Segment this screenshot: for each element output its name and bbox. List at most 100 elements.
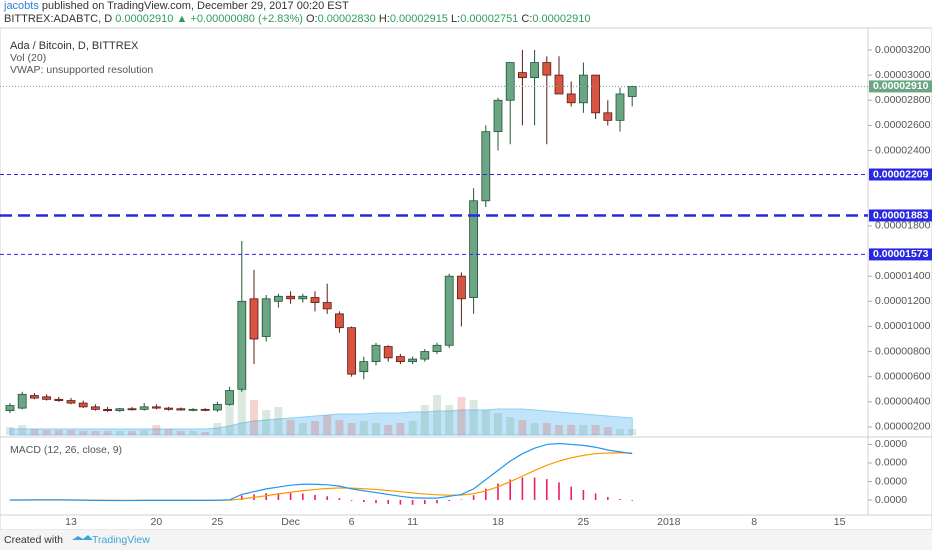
ohlc-value: 0.00002910 [532,13,591,25]
macd-histogram-bar [326,496,328,500]
macd-tick-label: 0.0000 [875,475,907,487]
volume-ma-area [9,408,633,436]
candle-body [322,302,332,310]
volume-bar [323,415,332,435]
volume-bar [469,400,478,435]
x-tick-label: 6 [349,516,355,528]
candle-body [115,408,125,412]
volume-bar [359,421,368,435]
price-label: 0.00002209 [873,168,929,180]
volume-bar [457,397,466,435]
published: published on TradingView.com, December 2… [41,0,349,12]
y-tick-label: 0.00000200 [875,421,931,433]
macd-histogram-bar [570,486,572,500]
candle-body [334,313,344,329]
macd-histogram-bar [607,497,609,500]
last-price-box [869,80,932,93]
volume-bar [286,420,295,435]
volume-bar [555,425,563,435]
candle-body [139,406,149,410]
volume-bar [433,395,441,435]
x-tick-label: 20 [151,516,163,528]
volume-bar [225,395,234,435]
price-label: 0.00001573 [873,248,929,260]
candle-body [420,351,430,360]
x-tick-label: 13 [65,516,77,528]
y-tick-label: 0.00002600 [875,119,931,131]
macd-signal-line [10,452,633,501]
candle-body [627,86,637,97]
candle-body [164,407,174,410]
candle-body [176,408,186,411]
volume-bar [140,430,149,435]
macd-histogram-bar [497,483,499,500]
last-price-label: 0.00002910 [873,80,929,92]
volume-bar [176,431,185,435]
candle-body [29,395,39,399]
symbol: BITTREX:ADABTC, D [4,13,113,25]
candle-body [66,400,76,404]
candle-body [530,62,539,79]
y-tick-label: 0.00002400 [875,144,931,156]
candle-body [493,99,503,133]
volume-bar [298,423,307,435]
x-tick-label: 25 [212,516,224,528]
y-tick-label: 0.00001800 [875,220,931,232]
candle-body [237,300,247,390]
legend-volume: Vol (20) [10,52,46,64]
candle-body [505,62,515,101]
candle-body [347,327,357,375]
volume-bar [494,413,502,435]
candle-body [456,275,466,300]
footer-text: Created with [4,534,63,546]
macd-histogram-bar [277,493,280,500]
ohlc-value: 0.00002915 [389,13,448,25]
macd-tick-label: 0.0000 [875,438,907,450]
ohlc-label: C: [521,13,533,25]
candle-body [518,72,527,79]
header: jacobts published on TradingView.com, De… [4,0,591,26]
volume-bar [103,431,112,435]
candle-body [395,356,405,363]
candle-body [249,298,259,340]
y-tick-label: 0.00001200 [875,295,931,307]
macd-macd-line [10,442,633,502]
macd-histogram-bar [460,499,463,500]
volume-bar [262,410,271,435]
legend-macd: MACD (12, 26, close, 9) [10,444,122,456]
candle-body [225,390,235,405]
volume-bar [189,431,197,435]
volume-bar [628,429,637,435]
candle-body [603,112,613,121]
candle-body [200,408,210,411]
candle-body [273,295,283,302]
candle-body [591,74,600,114]
candle-body [542,62,552,76]
volume-bar [91,431,100,435]
x-tick-label: Dec [281,516,300,528]
quote-line: BITTREX:ADABTC, D 0.00002910 ▲ +0.000000… [4,13,591,26]
macd-histogram-bar [546,479,548,500]
macd-histogram-bar [350,500,353,501]
candle-body [310,297,320,303]
candle-body [103,408,112,412]
volume-bar [445,405,454,435]
volume-bar [542,423,551,435]
volume-bar [67,430,75,435]
author[interactable]: jacobts [4,0,39,12]
macd-histogram-bar [521,477,524,500]
candle-body [212,403,222,411]
macd-histogram-bar [363,500,365,503]
candle-body [188,408,198,411]
footer-brand[interactable]: TradingView [92,534,150,546]
price: 0.00002910 [115,13,174,25]
macd-histogram-bar [399,500,402,505]
candle-body [54,398,64,401]
price-label-box [869,248,932,261]
volume-bar [164,429,173,435]
macd-histogram-bar [485,488,487,500]
macd-histogram-bar [265,493,267,500]
x-tick-label: 2018 [657,516,681,528]
